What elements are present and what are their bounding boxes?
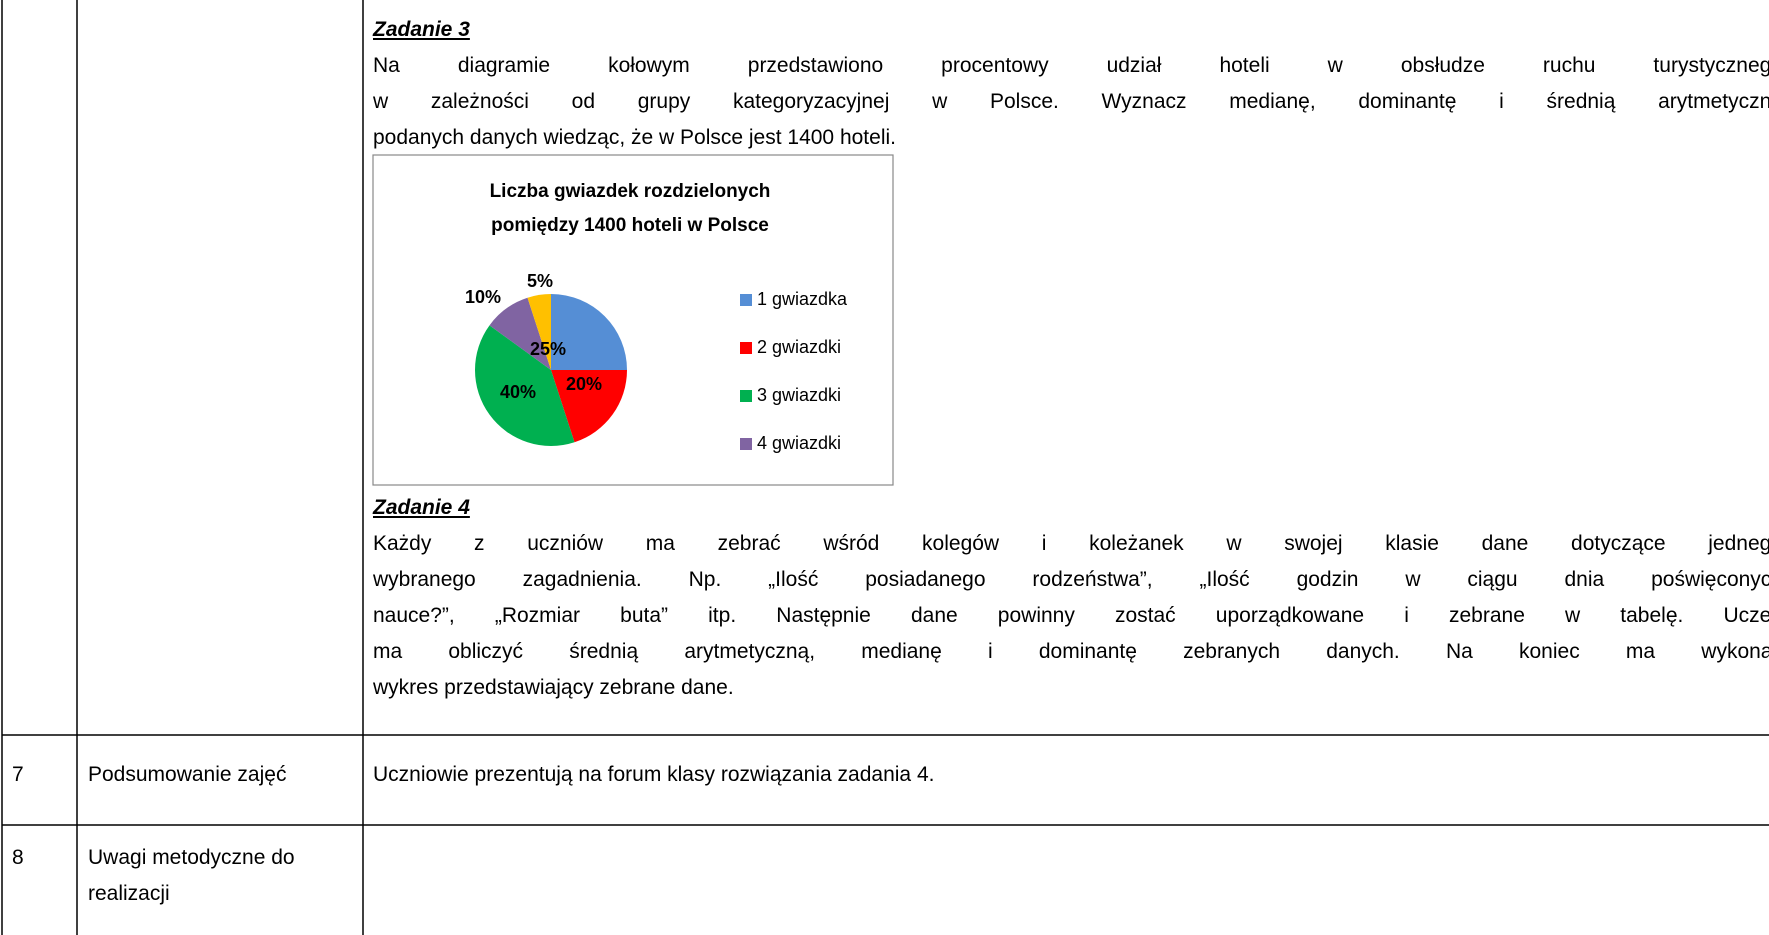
legend-swatch [740,294,752,306]
paragraph-line: nauce?”, „Rozmiar buta” itp. Następnie d… [373,604,1769,627]
paragraph-line: ma obliczyć średnią arytmetyczną, median… [373,640,1769,663]
chart-title: Liczba gwiazdek rozdzielonych [490,181,771,202]
chart-frame [372,154,894,486]
pie-slice [489,297,551,370]
data-label: 25% [530,339,566,359]
data-label: 20% [566,374,602,394]
data-label: 40% [500,382,536,402]
pie-slice [551,370,627,443]
row-name: realizacji [88,882,170,905]
data-label: 5% [527,271,553,291]
chart-title: pomiędzy 1400 hoteli w Polsce [491,215,769,236]
row-name: Podsumowanie zajęć [88,763,287,786]
data-label: 10% [465,287,501,307]
paragraph-line: Każdy z uczniów ma zebrać wśród kolegów … [373,532,1769,555]
legend-label: 4 gwiazdki [757,433,841,453]
paragraph-line: podanych danych wiedząc, że w Polsce jes… [373,126,896,149]
pie-slice [551,294,627,370]
task-title: Zadanie 4 [373,496,470,519]
pie-slice [527,294,551,370]
legend-label: 2 gwiazdki [757,337,841,357]
legend-swatch [740,438,752,450]
legend-swatch [740,342,752,354]
paragraph-line: wybranego zagadnienia. Np. „Ilość posiad… [373,568,1769,591]
row-name: Uwagi metodyczne do [88,846,295,869]
row-number: 8 [12,846,24,869]
pie-slice [475,325,575,446]
legend-label: 3 gwiazdki [757,385,841,405]
paragraph-line: Na diagramie kołowym przedstawiono proce… [373,54,1769,77]
task-title: Zadanie 3 [373,18,470,41]
paragraph-line: wykres przedstawiający zebrane dane. [373,676,734,699]
legend-label: 1 gwiazdka [757,289,848,309]
row-content: Uczniowie prezentują na forum klasy rozw… [373,763,935,786]
legend-swatch [740,390,752,402]
paragraph-line: w zależności od grupy kategoryzacyjnej w… [373,90,1769,113]
row-number: 7 [12,763,24,786]
